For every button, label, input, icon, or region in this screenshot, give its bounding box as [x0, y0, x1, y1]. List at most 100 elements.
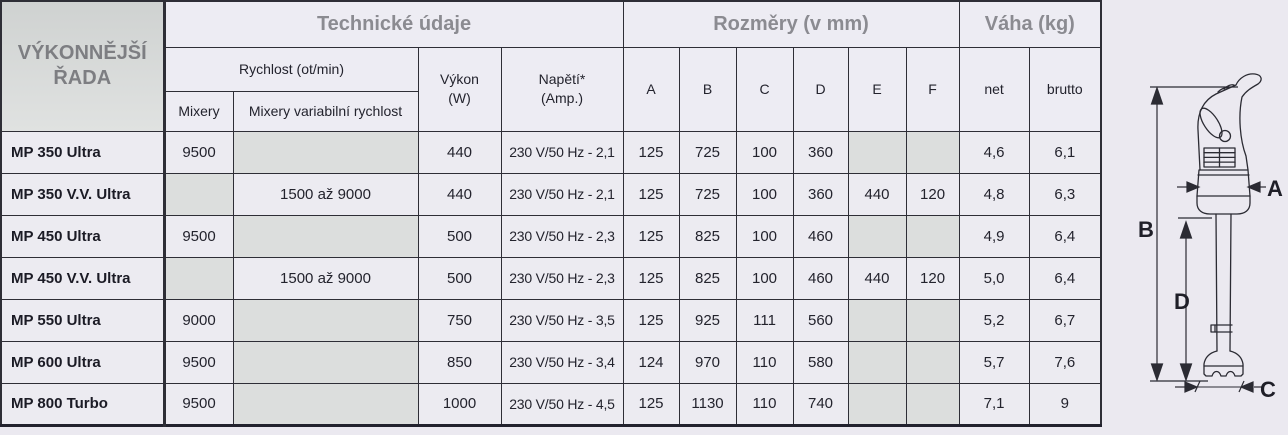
data-cell: 850 — [417, 340, 502, 384]
model-cell: MP 600 Ultra — [0, 340, 166, 384]
data-cell — [905, 298, 960, 342]
data-cell: 120 — [905, 256, 960, 300]
series-title: VÝKONNĚJŠÍ ŘADA — [0, 0, 166, 132]
data-cell — [232, 298, 419, 342]
header-voltage: Napětí* (Amp.) — [500, 46, 624, 132]
data-cell: 110 — [735, 340, 794, 384]
data-cell: 9500 — [163, 340, 234, 384]
data-cell: 124 — [622, 340, 680, 384]
series-title-line1: VÝKONNĚJŠÍ — [17, 42, 147, 65]
data-cell — [847, 214, 907, 258]
header-dim-a: A — [622, 46, 680, 132]
dimension-lines — [1150, 86, 1266, 393]
data-cell — [847, 298, 907, 342]
model-cell: MP 800 Turbo — [0, 382, 166, 426]
data-cell — [847, 130, 907, 174]
header-dim-f: F — [905, 46, 960, 132]
data-cell: 9500 — [163, 130, 234, 174]
data-cell: 9 — [1028, 382, 1102, 426]
data-cell: 100 — [735, 172, 794, 216]
data-cell — [847, 382, 907, 426]
table-row: MP 550 Ultra 9000 750 230 V/50 Hz - 3,5 125 9… — [0, 298, 1102, 342]
data-cell: 125 — [622, 382, 680, 426]
data-cell: 100 — [735, 130, 794, 174]
header-speed-group: Rychlost (ot/min) — [163, 46, 419, 92]
data-cell: 111 — [735, 298, 794, 342]
dim-label-c: C — [1260, 377, 1276, 402]
data-cell: 925 — [678, 298, 737, 342]
data-cell: 230 V/50 Hz - 2,1 — [500, 130, 624, 174]
model-cell: MP 450 V.V. Ultra — [0, 256, 166, 300]
header-net: net — [958, 46, 1030, 132]
table-row: MP 600 Ultra 9500 850 230 V/50 Hz - 3,4 124 9… — [0, 340, 1102, 384]
data-cell: 460 — [792, 214, 849, 258]
data-cell: 500 — [417, 256, 502, 300]
data-cell: 5,0 — [958, 256, 1030, 300]
data-cell — [905, 340, 960, 384]
table-body: MP 350 Ultra 9500 440 230 V/50 Hz - 2,1 125 7… — [0, 130, 1102, 426]
table-row: MP 350 Ultra 9500 440 230 V/50 Hz - 2,1 125 7… — [0, 130, 1102, 174]
data-cell — [905, 130, 960, 174]
data-cell — [905, 214, 960, 258]
model-cell: MP 350 Ultra — [0, 130, 166, 174]
header-mixery: Mixery — [163, 90, 234, 132]
data-cell: 230 V/50 Hz - 3,5 — [500, 298, 624, 342]
data-cell: 460 — [792, 256, 849, 300]
header-dim-b: B — [678, 46, 737, 132]
data-cell: 230 V/50 Hz - 2,3 — [500, 256, 624, 300]
data-cell: 1500 až 9000 — [232, 172, 419, 216]
data-cell: 440 — [417, 130, 502, 174]
data-cell: 360 — [792, 130, 849, 174]
data-cell: 100 — [735, 256, 794, 300]
dim-label-b: B — [1138, 217, 1154, 242]
data-cell: 825 — [678, 256, 737, 300]
dim-label-a: A — [1267, 176, 1283, 201]
data-cell: 230 V/50 Hz - 2,1 — [500, 172, 624, 216]
data-cell: 9000 — [163, 298, 234, 342]
model-cell: MP 550 Ultra — [0, 298, 166, 342]
data-cell — [232, 214, 419, 258]
spec-table: VÝKONNĚJŠÍ ŘADA Technické údaje Rozměry … — [0, 0, 1103, 427]
data-cell: 9500 — [163, 382, 234, 426]
data-cell: 5,2 — [958, 298, 1030, 342]
data-cell: 970 — [678, 340, 737, 384]
data-cell: 750 — [417, 298, 502, 342]
table-row: MP 450 Ultra 9500 500 230 V/50 Hz - 2,3 125 8… — [0, 214, 1102, 258]
header-voltage-line2: (Amp.) — [541, 90, 583, 106]
header-brutto: brutto — [1028, 46, 1102, 132]
data-cell: 360 — [792, 172, 849, 216]
header-voltage-line1: Napětí* — [538, 71, 586, 88]
data-cell — [163, 172, 234, 216]
group-header-dimensions: Rozměry (v mm) — [622, 0, 960, 48]
group-header-technical: Technické údaje — [163, 0, 624, 48]
data-cell: 725 — [678, 172, 737, 216]
data-cell — [905, 382, 960, 426]
data-cell — [232, 382, 419, 426]
data-cell: 4,6 — [958, 130, 1030, 174]
data-cell: 230 V/50 Hz - 3,4 — [500, 340, 624, 384]
data-cell: 6,7 — [1028, 298, 1102, 342]
data-cell: 6,1 — [1028, 130, 1102, 174]
data-cell: 440 — [847, 256, 907, 300]
data-cell: 125 — [622, 256, 680, 300]
data-cell: 740 — [792, 382, 849, 426]
data-cell: 4,8 — [958, 172, 1030, 216]
data-cell: 1000 — [417, 382, 502, 426]
header-power-line2: (W) — [448, 90, 471, 106]
table-row: MP 450 V.V. Ultra 1500 až 9000 500 230 V/50… — [0, 256, 1102, 300]
series-title-line2: ŘADA — [53, 67, 112, 90]
data-cell: 440 — [847, 172, 907, 216]
data-cell: 120 — [905, 172, 960, 216]
dim-label-d: D — [1174, 289, 1190, 314]
data-cell: 7,6 — [1028, 340, 1102, 384]
data-cell — [847, 340, 907, 384]
header-dim-e: E — [847, 46, 907, 132]
blender-dimension-diagram: A B C D — [1138, 73, 1283, 402]
data-cell — [232, 130, 419, 174]
data-cell: 100 — [735, 214, 794, 258]
model-cell: MP 350 V.V. Ultra — [0, 172, 166, 216]
header-variable-speed: Mixery variabilní rychlost — [232, 90, 419, 132]
header-power: Výkon (W) — [417, 46, 502, 132]
header-power-line1: Výkon — [440, 71, 479, 88]
